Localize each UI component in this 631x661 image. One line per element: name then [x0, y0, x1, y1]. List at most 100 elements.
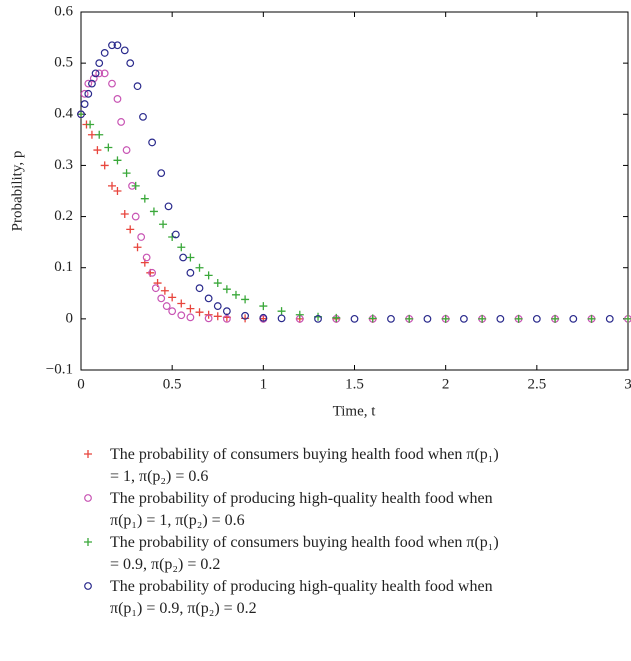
circle-marker — [605, 314, 614, 323]
circle-marker — [108, 41, 116, 50]
circle-marker — [532, 314, 541, 323]
plus-marker — [131, 181, 140, 190]
plus-marker — [104, 143, 113, 152]
plus-marker — [405, 314, 414, 323]
legend-item: The probability of consumers buying heal… — [82, 444, 502, 488]
circle-marker — [113, 41, 122, 50]
legend-icon — [84, 450, 92, 458]
plus-marker — [113, 187, 122, 195]
circle-marker — [204, 294, 213, 303]
plus-marker — [177, 299, 186, 308]
legend: The probability of consumers buying heal… — [82, 444, 502, 620]
circle-marker — [77, 110, 85, 119]
plus-marker — [231, 290, 240, 299]
plus-marker — [478, 314, 487, 323]
y-axis-label: Probability, p — [9, 151, 25, 232]
y-tick-label: 0.2 — [54, 208, 73, 224]
y-tick-label: 0.3 — [54, 157, 73, 173]
x-tick-label: 0 — [77, 376, 85, 392]
legend-label: The probability of consumers buying heal… — [110, 446, 499, 485]
plus-marker — [195, 263, 204, 272]
plus-marker — [149, 207, 158, 216]
circle-marker — [569, 314, 578, 323]
circle-marker — [222, 314, 231, 323]
plus-marker — [107, 181, 116, 190]
plus-marker — [514, 314, 523, 323]
circle-marker — [113, 95, 122, 103]
circle-marker — [120, 46, 129, 55]
circle-marker — [222, 307, 231, 316]
plus-marker — [186, 304, 195, 313]
plus-marker — [126, 225, 135, 234]
circle-marker — [126, 59, 135, 68]
circle-marker — [84, 494, 92, 502]
y-tick-label: 0.4 — [54, 106, 73, 122]
legend-label: The probability of producing high-qualit… — [110, 490, 493, 529]
plus-marker — [587, 314, 596, 323]
circle-marker — [179, 253, 188, 262]
plus-marker — [84, 450, 92, 458]
circle-marker — [168, 307, 177, 316]
plus-marker — [113, 156, 122, 165]
plus-marker — [277, 307, 286, 316]
plus-marker — [177, 243, 186, 252]
circle-marker — [148, 268, 157, 277]
circle-marker — [164, 202, 173, 211]
circle-marker — [151, 284, 160, 293]
x-tick-label: 1 — [260, 376, 268, 392]
plus-marker — [120, 210, 129, 219]
circle-marker — [88, 79, 96, 88]
plus-marker — [84, 538, 92, 546]
y-tick-label: −0.1 — [46, 361, 73, 377]
plus-marker — [241, 295, 250, 304]
plus-marker — [551, 314, 560, 323]
circle-marker — [84, 582, 92, 590]
plus-marker — [160, 286, 169, 295]
plus-marker — [86, 120, 95, 129]
circle-marker — [139, 112, 147, 121]
circle-marker — [162, 302, 171, 310]
circle-marker — [91, 69, 100, 78]
plus-marker — [140, 194, 149, 203]
y-tick-label: 0.5 — [54, 55, 73, 71]
x-axis-label: Time, t — [333, 403, 377, 419]
circle-marker — [460, 314, 468, 323]
circle-marker — [277, 314, 286, 323]
circle-marker — [148, 138, 157, 147]
plus-marker — [195, 308, 204, 317]
legend-label: The probability of producing high-qualit… — [110, 578, 493, 617]
plus-marker — [186, 253, 195, 262]
x-tick-label: 2 — [442, 376, 450, 392]
plus-marker — [259, 302, 268, 311]
circle-marker — [80, 89, 89, 98]
legend-icon — [84, 582, 92, 590]
circle-marker — [186, 268, 195, 277]
circle-marker — [95, 59, 104, 68]
circle-marker — [84, 79, 93, 88]
plus-marker — [222, 285, 231, 294]
plus-marker — [159, 220, 168, 229]
plus-marker — [95, 130, 104, 139]
plus-marker — [204, 271, 213, 280]
legend-item: The probability of producing high-qualit… — [82, 488, 502, 532]
circle-marker — [137, 233, 146, 241]
x-tick-label: 3 — [624, 376, 631, 392]
circle-marker — [84, 89, 93, 98]
circle-marker — [80, 100, 89, 108]
circle-marker — [259, 313, 268, 322]
circle-marker — [131, 212, 140, 221]
plus-marker — [368, 314, 377, 323]
legend-icon — [84, 538, 92, 546]
plus-marker — [332, 313, 341, 322]
plus-marker — [168, 293, 177, 302]
plus-marker — [133, 243, 142, 252]
plot-frame — [80, 11, 629, 371]
y-tick-label: 0.6 — [54, 3, 73, 19]
legend-icon — [84, 494, 92, 502]
x-tick-label: 1.5 — [345, 376, 364, 392]
circle-marker — [133, 82, 142, 91]
legend-label: The probability of consumers buying heal… — [110, 534, 499, 573]
circle-marker — [195, 284, 204, 293]
x-tick-label: 2.5 — [527, 376, 546, 392]
